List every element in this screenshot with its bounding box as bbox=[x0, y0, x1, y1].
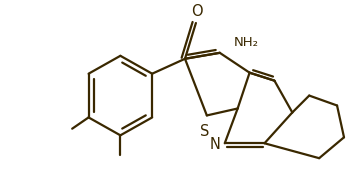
Text: S: S bbox=[200, 124, 209, 139]
Text: O: O bbox=[191, 4, 203, 19]
Text: N: N bbox=[210, 137, 221, 152]
Text: NH₂: NH₂ bbox=[234, 36, 259, 49]
